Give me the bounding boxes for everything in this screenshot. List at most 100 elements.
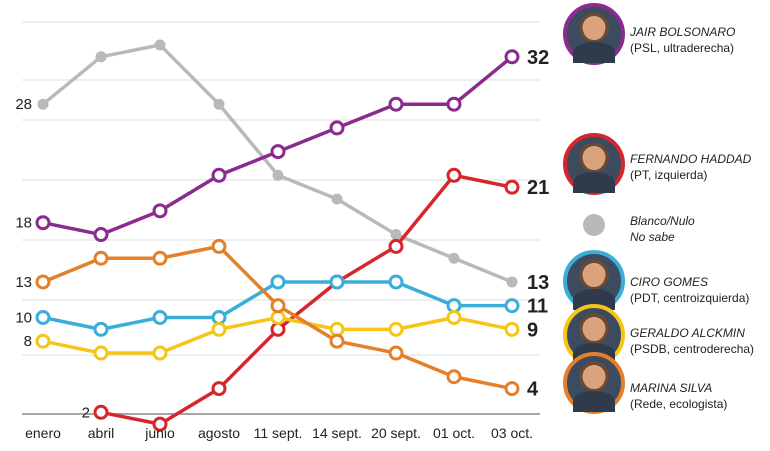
start-value-label: 8 <box>24 333 32 350</box>
data-point <box>331 193 343 205</box>
data-point <box>35 274 51 290</box>
data-point <box>152 250 168 266</box>
ciro-avatar-face <box>583 263 605 288</box>
data-point <box>388 238 404 254</box>
data-point <box>504 179 520 195</box>
data-point <box>272 169 284 181</box>
data-point <box>152 416 168 432</box>
data-point <box>211 238 227 254</box>
data-point <box>329 321 345 337</box>
data-point <box>211 321 227 337</box>
data-point <box>446 167 462 183</box>
marina-avatar-body <box>573 390 615 413</box>
data-point <box>270 321 286 337</box>
legend-ciro-name: CIRO GOMES <box>630 275 709 289</box>
end-value-label: 13 <box>527 272 549 294</box>
data-point <box>35 215 51 231</box>
data-point <box>270 144 286 160</box>
legend-bolsonaro-name: JAIR BOLSONARO <box>630 25 736 39</box>
data-point <box>504 298 520 314</box>
data-point <box>93 404 109 420</box>
legend-haddad-name: FERNANDO HADDAD <box>630 152 752 166</box>
data-point <box>93 227 109 243</box>
start-value-label: 10 <box>15 310 32 327</box>
data-point <box>446 96 462 112</box>
data-point <box>270 298 286 314</box>
blanco-dot <box>583 214 605 236</box>
end-value-label: 11 <box>527 296 548 318</box>
data-point <box>506 276 518 288</box>
data-point <box>329 274 345 290</box>
x-tick-label: 01 oct. <box>433 425 475 441</box>
data-point <box>152 203 168 219</box>
data-point <box>446 310 462 325</box>
legend-bolsonaro-party: (PSL, ultraderecha) <box>630 41 735 55</box>
ciro-avatar <box>563 250 625 312</box>
x-tick-label: 11 sept. <box>254 425 303 441</box>
data-point <box>211 310 227 325</box>
data-point <box>390 229 402 241</box>
end-value-label: 21 <box>527 177 549 199</box>
bolsonaro-avatar-body <box>573 41 615 64</box>
series-line <box>100 173 513 426</box>
data-point <box>504 321 520 337</box>
x-tick-label: agosto <box>198 425 240 441</box>
marina-avatar <box>563 352 625 414</box>
end-value-label: 4 <box>527 379 539 401</box>
data-point <box>95 51 107 63</box>
data-point <box>270 310 286 325</box>
haddad-avatar <box>563 133 625 195</box>
haddad-avatar-face <box>583 146 605 171</box>
bolsonaro-avatar-face <box>583 16 605 41</box>
start-value-label: 2 <box>82 404 90 421</box>
data-point <box>152 345 168 361</box>
data-point <box>446 298 462 314</box>
x-tick-label: 20 sept. <box>371 425 421 441</box>
start-value-label: 13 <box>15 274 32 291</box>
alckmin-avatar-face <box>583 317 605 342</box>
legend-marina-party: (Rede, ecologista) <box>630 397 728 411</box>
data-point <box>93 345 109 361</box>
bolsonaro-avatar <box>563 3 625 65</box>
data-point <box>35 333 51 349</box>
data-point <box>388 345 404 361</box>
haddad-avatar-body <box>573 171 615 194</box>
data-point <box>152 310 168 325</box>
x-tick-label: 03 oct. <box>491 425 533 441</box>
legend-blanco-line1: Blanco/Nulo <box>630 214 695 228</box>
data-point <box>448 252 460 264</box>
data-point <box>270 274 286 290</box>
end-value-label: 32 <box>527 47 549 69</box>
x-tick-label: enero <box>25 425 61 441</box>
legend-alckmin-party: (PSDB, centroderecha) <box>630 342 755 356</box>
data-point <box>37 98 49 110</box>
legend-marina-name: MARINA SILVA <box>630 381 713 395</box>
x-tick-label: junio <box>144 425 175 441</box>
data-point <box>329 333 345 349</box>
data-point <box>504 381 520 397</box>
x-tick-label: abril <box>88 425 114 441</box>
legend-ciro-party: (PDT, centroizquierda) <box>630 291 750 305</box>
x-tick-label: 14 sept. <box>312 425 362 441</box>
legend-haddad-party: (PT, izquierda) <box>630 168 708 182</box>
data-point <box>211 167 227 183</box>
start-value-label: 28 <box>15 96 32 113</box>
data-point <box>329 120 345 136</box>
x-axis: enero abril junio agosto 11 sept. 14 sept. 20 … <box>25 425 533 441</box>
start-value-label: 18 <box>15 215 32 232</box>
value-labels: 28 13 18 32 2 21 10 11 8 9 13 4 <box>15 47 549 421</box>
data-point <box>35 310 51 325</box>
marina-avatar-face <box>583 365 605 390</box>
data-point <box>93 321 109 337</box>
data-point <box>446 369 462 385</box>
data-point <box>388 96 404 112</box>
legend-blanco-line2: No sabe <box>630 230 675 244</box>
data-point <box>93 250 109 266</box>
data-point <box>388 321 404 337</box>
data-point <box>504 49 520 65</box>
end-value-label: 9 <box>527 319 538 341</box>
data-point <box>154 39 166 51</box>
data-point <box>388 274 404 290</box>
data-point <box>211 381 227 397</box>
